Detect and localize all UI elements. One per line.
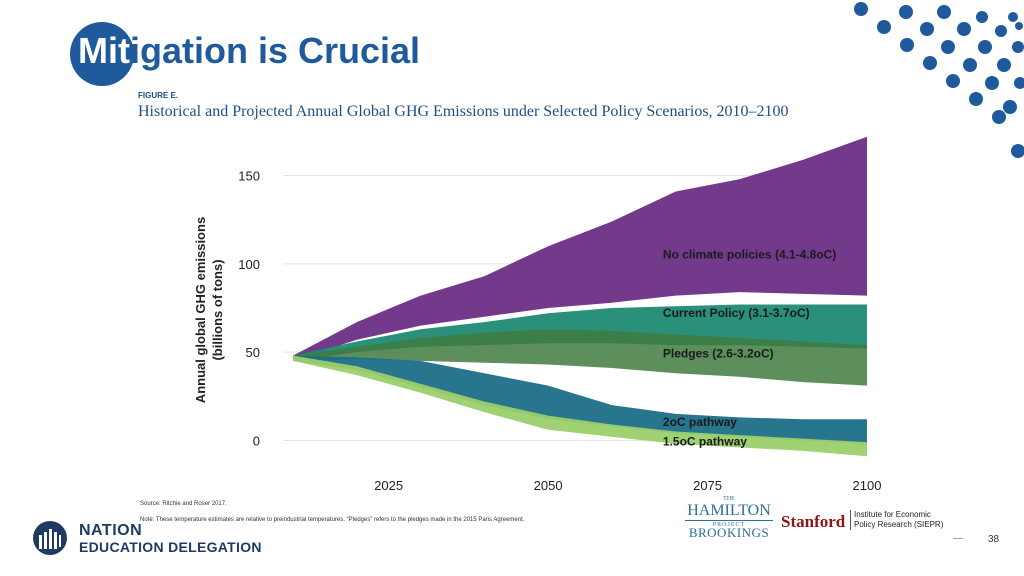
y-axis-label-line2: (billions of tons) [210,259,225,360]
y-tick-label: 100 [238,257,260,272]
figure-note: Note: These temperature estimates are re… [140,517,525,523]
x-tick-label: 2025 [374,478,403,493]
x-tick-label: 2100 [853,478,882,493]
x-tick-label: 2075 [693,478,722,493]
slide-title: Mitigation is Crucial [78,30,420,72]
hamilton-the: THE [723,496,735,502]
slide-title-part-on-circle: Mit [78,30,130,71]
emissions-chart: 0 50 100 150 2025 2050 2075 2100 No climate pol… [193,136,881,493]
figure-source: Source: Ritchie and Roser 2017. [140,501,227,507]
series-labels: No climate policies (4.1-4.8oC) Current P… [663,248,836,449]
org-name-line2: EDUCATION DELEGATION [79,539,262,555]
nation-logo-icon [33,521,67,555]
y-axis-label-line1: Annual global GHG emissions [193,217,208,403]
slide-title-part-rest: igation is Crucial [129,30,421,71]
siepr-line1: Institute for Economic [854,510,931,519]
series-label-2: Pledges (2.6-3.2oC) [663,346,774,360]
y-tick-label: 50 [246,345,260,360]
stanford-logo: Stanford [781,512,846,531]
figure-panel: FIGURE E. Historical and Projected Annua… [130,88,952,548]
dot-pattern-decoration [854,2,1024,158]
brookings-logo: BROOKINGS [688,525,770,540]
area-series-3 [293,355,867,444]
axis-ticks: 0 50 100 150 2025 2050 2075 2100 [238,169,881,493]
area-series-4 [293,355,867,457]
series-label-1: Current Policy (3.1-3.7oC) [663,306,810,320]
siepr-logo: Institute for Economic Policy Research (… [850,510,943,530]
hamilton-project: PROJECT [712,522,746,528]
footer-dash: — [953,533,963,544]
title-circle-decoration [70,22,134,86]
series-label-3: 2oC pathway [663,415,737,429]
y-tick-label: 150 [238,169,260,184]
org-name-line1: NATION [79,522,143,539]
area-series-0 [293,136,867,361]
page-number: 38 [988,534,1000,545]
series-label-4: 1.5oC pathway [663,435,747,449]
y-tick-label: 0 [253,433,260,448]
series-label-0: No climate policies (4.1-4.8oC) [663,248,836,262]
siepr-line2: Policy Research (SIEPR) [854,520,944,529]
hamilton-project-logo: THE HAMILTON PROJECT [685,496,773,528]
figure-title: Historical and Projected Annual Global G… [138,103,789,120]
figure-label: FIGURE E. [138,91,179,100]
area-series-2 [293,329,867,386]
x-tick-label: 2050 [534,478,563,493]
scenario-areas [293,136,867,457]
hamilton-name: HAMILTON [685,502,773,521]
